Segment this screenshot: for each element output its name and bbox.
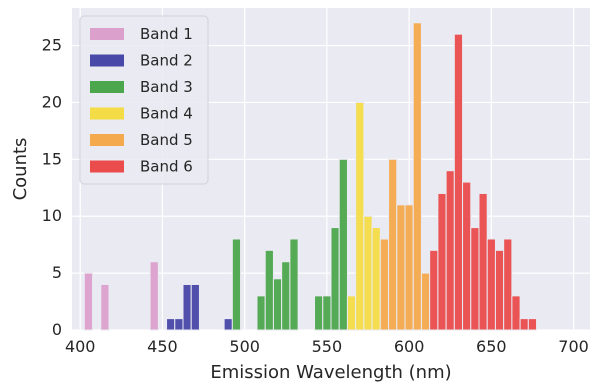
x-tick-label: 600 bbox=[394, 337, 425, 356]
y-axis-label: Counts bbox=[10, 138, 31, 201]
legend-label: Band 4 bbox=[140, 105, 193, 123]
histogram-bar-band-5 bbox=[420, 272, 431, 331]
histogram-bar-band-3 bbox=[338, 158, 348, 331]
histogram-bar-band-6 bbox=[486, 238, 496, 331]
x-tick-label: 700 bbox=[558, 337, 589, 356]
histogram-bar-band-3 bbox=[289, 238, 299, 331]
legend-swatch bbox=[90, 54, 124, 67]
legend-swatch bbox=[90, 28, 124, 40]
histogram-bar-band-4 bbox=[371, 227, 381, 331]
histogram-bar-band-5 bbox=[412, 22, 422, 331]
y-tick-label: 0 bbox=[52, 320, 62, 339]
legend-label: Band 1 bbox=[140, 25, 193, 43]
histogram-bar-band-5 bbox=[404, 204, 414, 331]
x-tick-label: 500 bbox=[229, 337, 260, 356]
y-tick-label: 15 bbox=[42, 149, 62, 168]
histogram-bar-band-4 bbox=[346, 295, 357, 331]
histogram-bar-band-6 bbox=[429, 249, 439, 331]
x-tick-label: 400 bbox=[65, 337, 96, 356]
histogram-bar-band-2 bbox=[182, 283, 192, 331]
histogram-bar-band-6 bbox=[470, 227, 480, 331]
histogram-bar-band-6 bbox=[437, 192, 447, 331]
histogram-bar-band-3 bbox=[322, 295, 332, 331]
legend-label: Band 6 bbox=[140, 158, 193, 176]
legend-swatch bbox=[90, 107, 124, 120]
histogram-bar-band-6 bbox=[527, 318, 538, 331]
histogram-bar-band-4 bbox=[355, 101, 365, 331]
histogram-bar-band-6 bbox=[478, 192, 488, 331]
bars bbox=[83, 22, 538, 331]
x-tick-label: 550 bbox=[312, 337, 343, 356]
x-tick-label: 650 bbox=[476, 337, 507, 356]
x-axis-label: Emission Wavelength (nm) bbox=[210, 362, 451, 383]
histogram-bar-band-3 bbox=[330, 227, 340, 331]
legend-label: Band 2 bbox=[140, 52, 193, 70]
legend-label: Band 3 bbox=[140, 78, 193, 96]
histogram-bar-band-3 bbox=[272, 278, 283, 331]
histogram-bar-band-6 bbox=[503, 238, 513, 331]
histogram-bar-band-6 bbox=[453, 33, 464, 331]
histogram-bar-band-2 bbox=[166, 318, 176, 331]
histogram-bar-band-2 bbox=[174, 318, 184, 331]
histogram-bar-band-6 bbox=[519, 318, 529, 331]
histogram-bar-band-2 bbox=[190, 283, 200, 331]
y-tick-label: 20 bbox=[42, 92, 62, 111]
tick-labels: 400 450 500 550 600 650 700 0 5 10 15 20 25 bbox=[42, 36, 589, 356]
histogram-bar-band-3 bbox=[314, 295, 324, 331]
histogram-bar-band-1 bbox=[100, 283, 110, 331]
histogram-bar-band-6 bbox=[445, 170, 455, 331]
histogram-bar-band-1 bbox=[83, 272, 94, 331]
histogram-bar-band-3 bbox=[264, 249, 274, 331]
histogram-bar-band-4 bbox=[363, 215, 373, 331]
histogram-bar-band-6 bbox=[494, 249, 505, 331]
x-tick-label: 450 bbox=[147, 337, 178, 356]
legend-label: Band 5 bbox=[140, 131, 193, 149]
y-tick-label: 5 bbox=[52, 263, 62, 282]
legend: Band 1 Band 2 Band 3 Band 4 Band 5 Band 6 bbox=[79, 15, 209, 185]
histogram-bar-band-3 bbox=[281, 261, 291, 331]
legend-swatch bbox=[90, 134, 124, 146]
histogram-bar-band-3 bbox=[231, 238, 242, 331]
histogram-bar-band-1 bbox=[149, 261, 159, 331]
histogram-bar-band-5 bbox=[396, 204, 406, 331]
y-tick-label: 25 bbox=[42, 36, 62, 55]
histogram-bar-band-6 bbox=[511, 295, 521, 331]
histogram-bar-band-6 bbox=[462, 181, 472, 331]
histogram-bar-band-2 bbox=[223, 318, 233, 331]
histogram-bar-band-5 bbox=[388, 158, 398, 331]
histogram-bar-band-5 bbox=[379, 238, 390, 331]
histogram-bar-band-3 bbox=[256, 295, 266, 331]
legend-swatch bbox=[90, 160, 124, 173]
legend-swatch bbox=[90, 81, 124, 93]
y-tick-label: 10 bbox=[42, 206, 62, 225]
